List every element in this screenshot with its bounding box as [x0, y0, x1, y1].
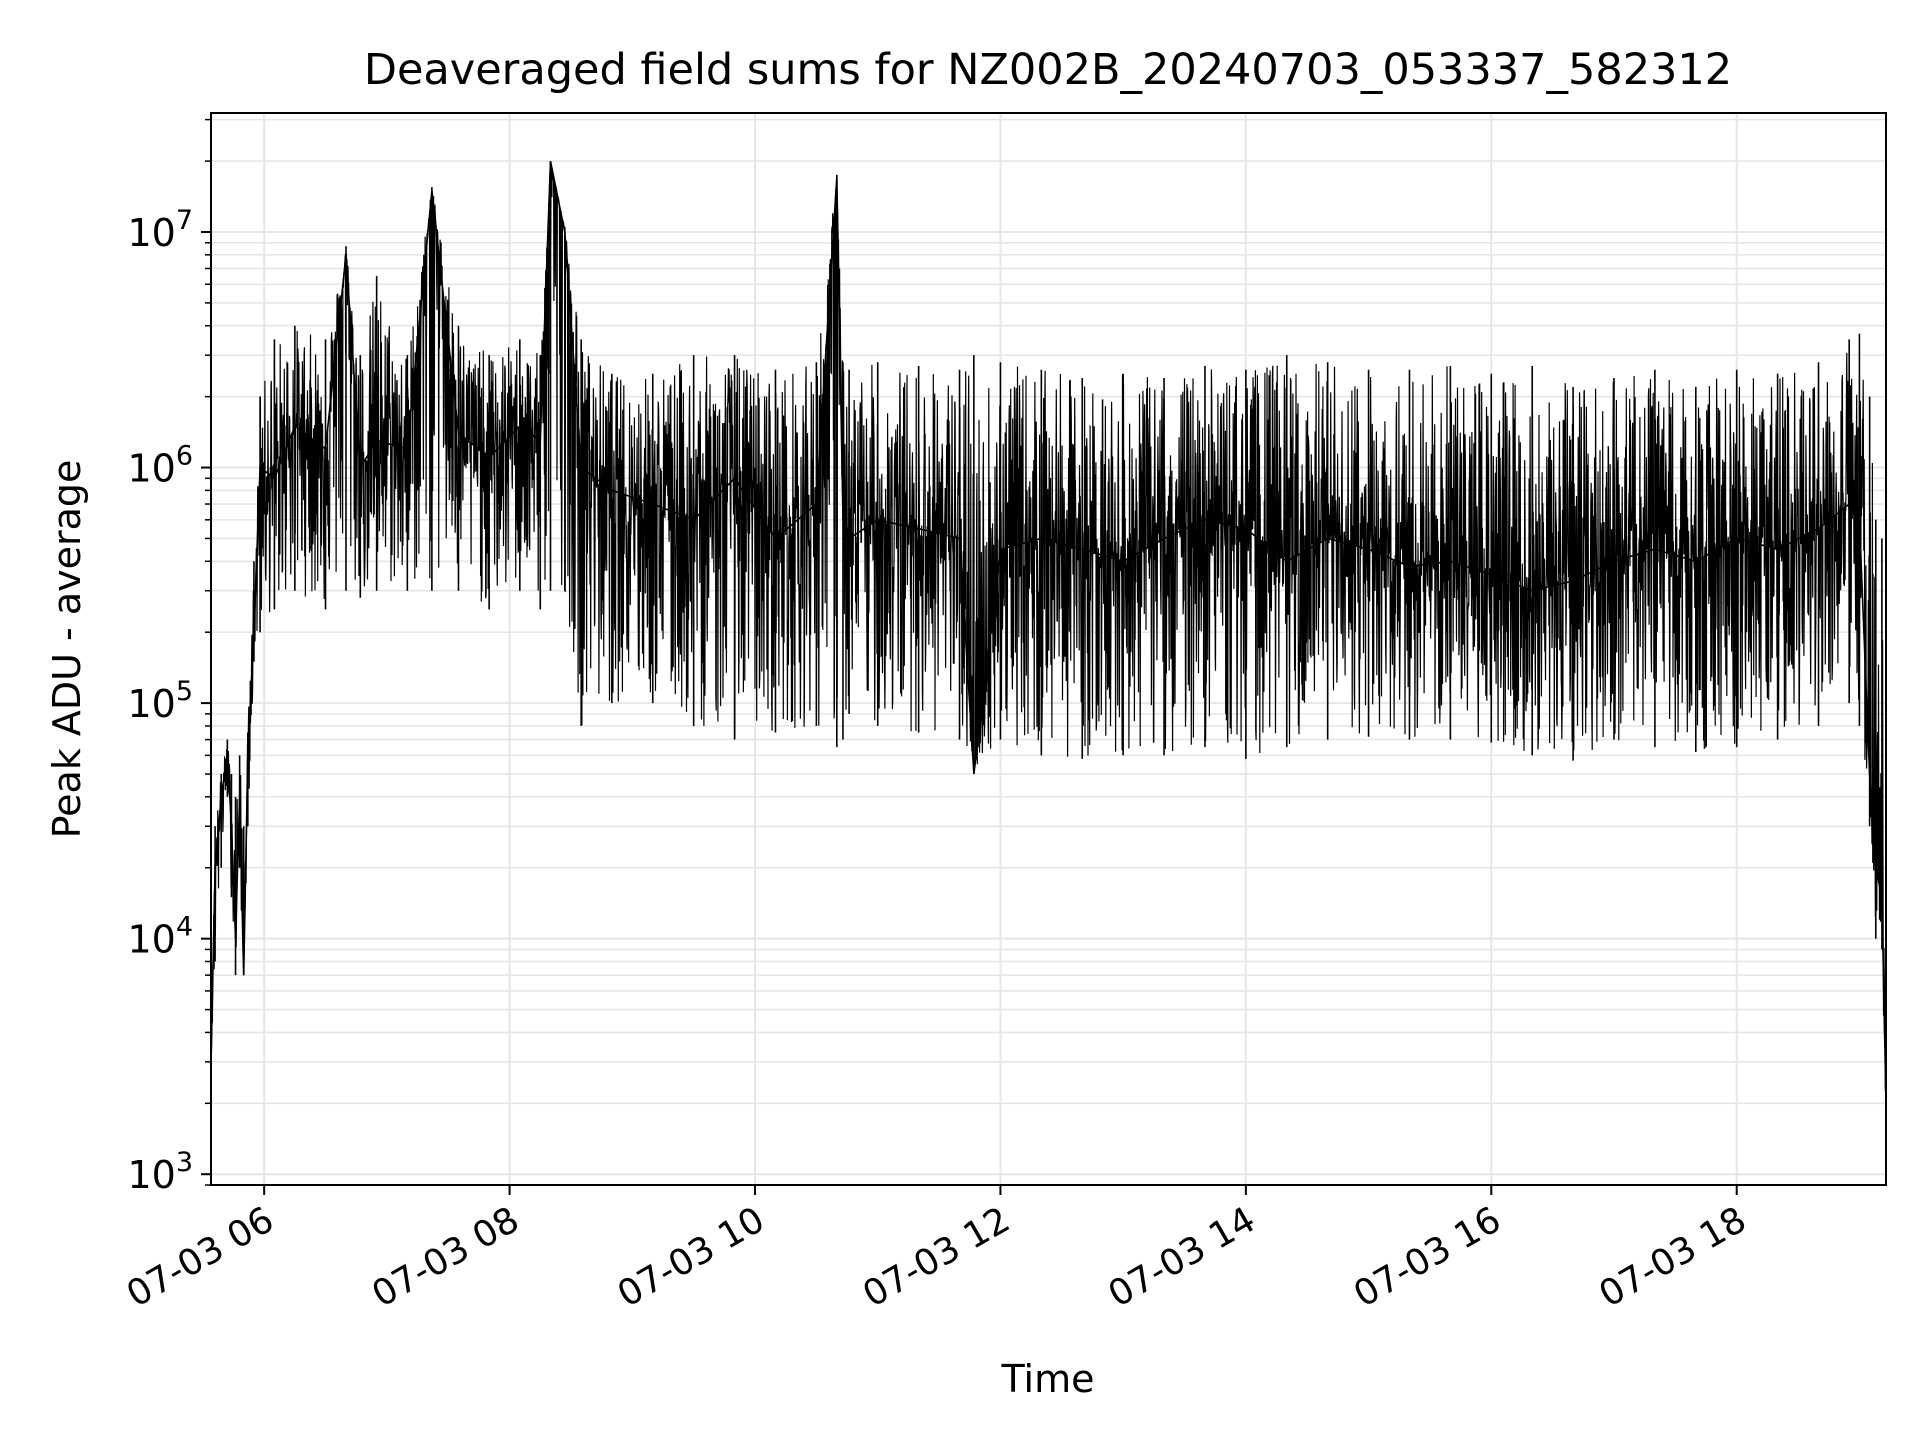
- grid-layer: [211, 113, 1886, 1186]
- plot-frame: [210, 112, 1887, 1186]
- y-tick-label: 104: [127, 912, 193, 962]
- y-tick-label: 106: [127, 441, 193, 491]
- y-axis-label: Peak ADU - average: [45, 460, 89, 839]
- y-tick-label: 105: [127, 676, 193, 726]
- series-line-0: [210, 160, 1887, 1104]
- series-line-0-detail: [210, 164, 1887, 1092]
- y-tick-label: 107: [127, 205, 193, 255]
- chart-title: Deaveraged field sums for NZ002B_2024070…: [364, 45, 1732, 95]
- y-tick-label: 103: [127, 1147, 193, 1197]
- x-axis-label: Time: [1001, 1357, 1095, 1401]
